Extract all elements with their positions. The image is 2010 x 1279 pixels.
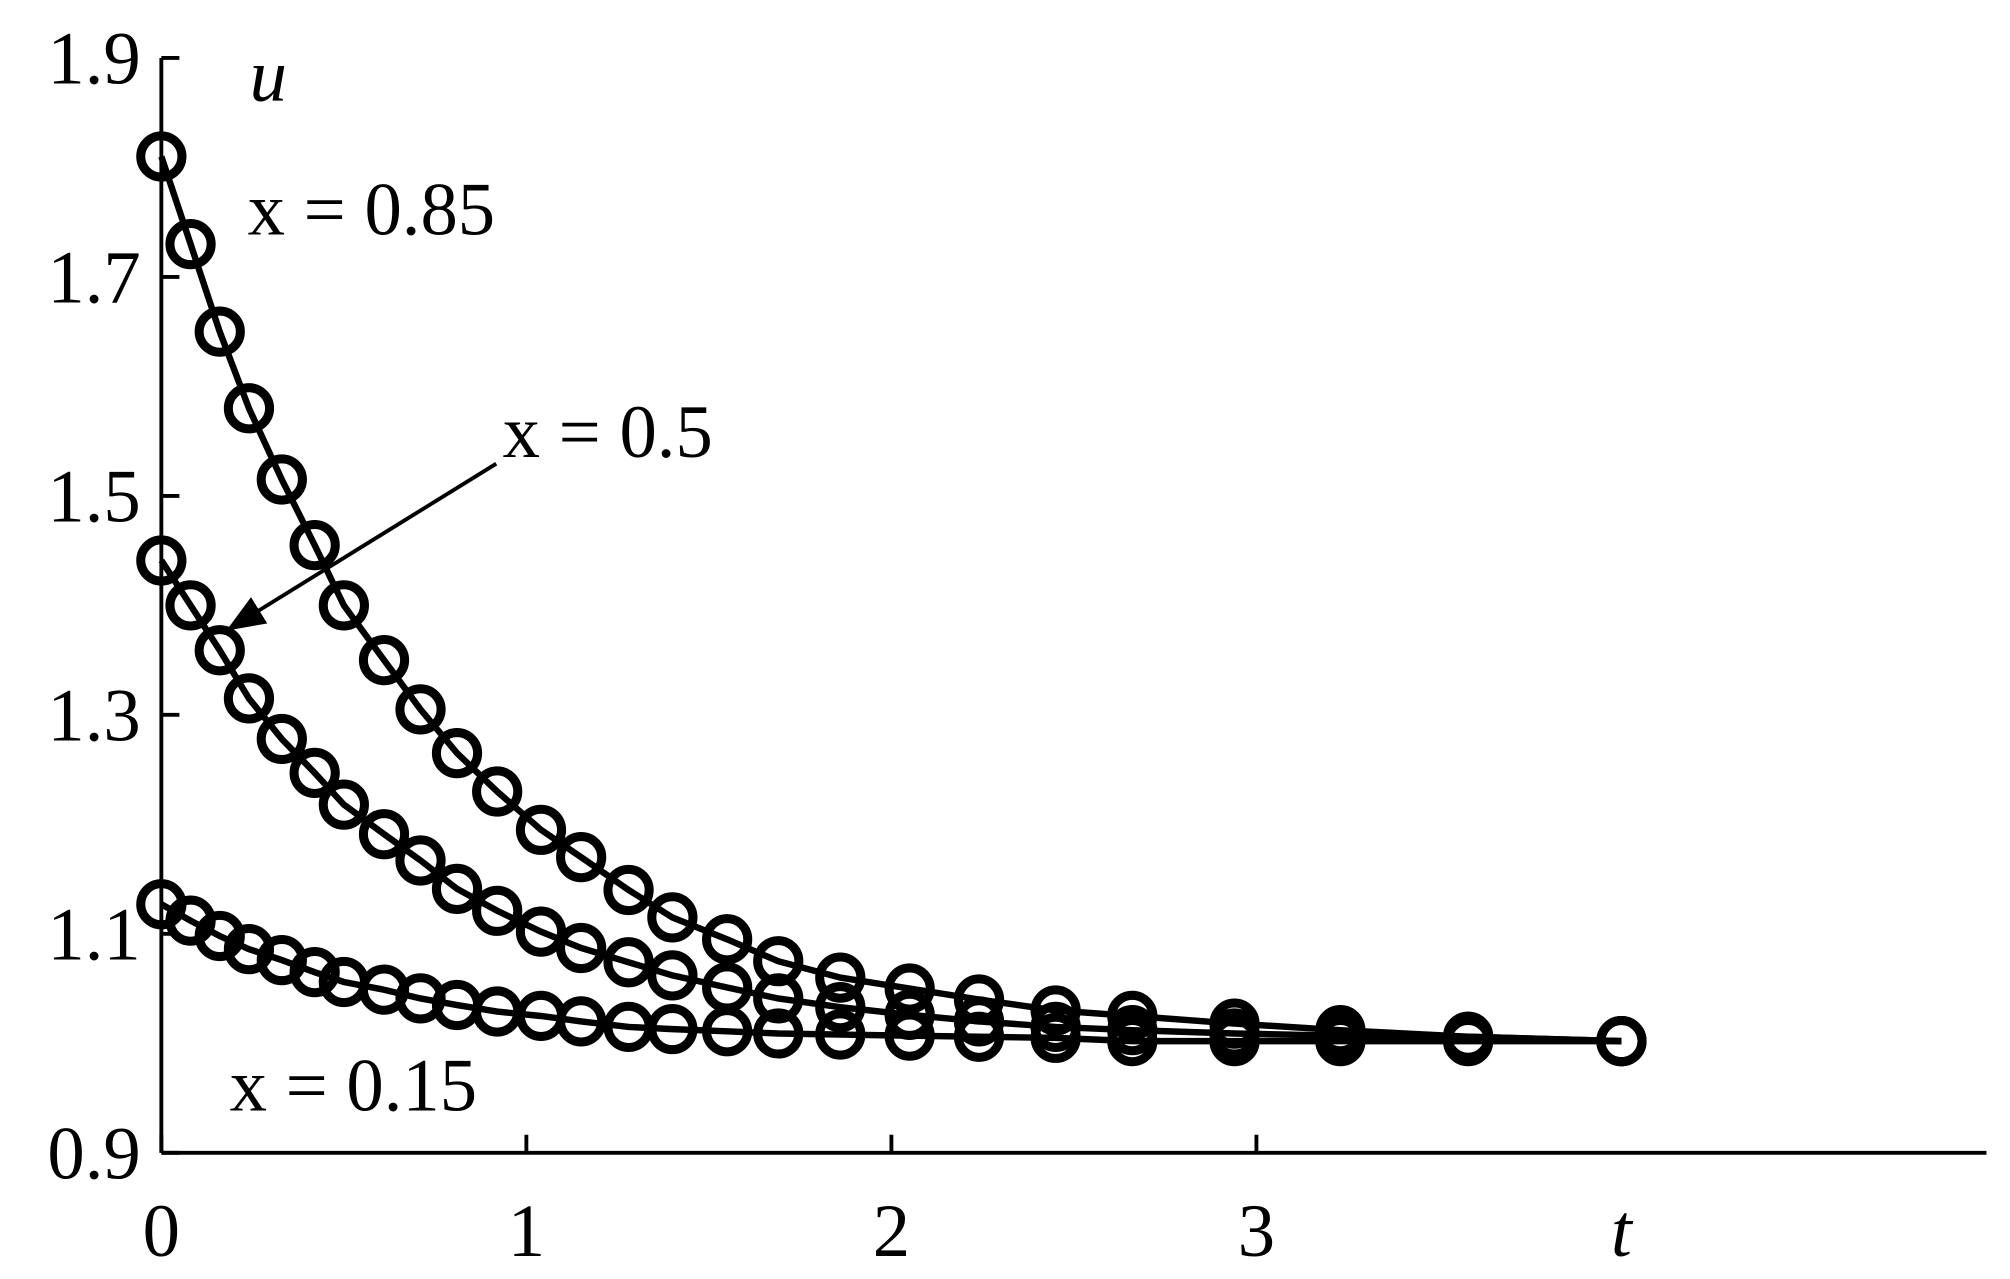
y-tick-label: 1.5: [47, 456, 140, 539]
y-tick-label: 1.3: [47, 675, 140, 758]
data-point: [647, 1003, 698, 1055]
data-point: [136, 131, 187, 182]
data-point: [1107, 1015, 1158, 1067]
data-point: [395, 835, 446, 886]
data-point: [318, 580, 369, 631]
data-point: [289, 520, 340, 571]
data-point: [1209, 1015, 1260, 1067]
y-tick-label: 0.9: [47, 1113, 140, 1196]
data-point: [472, 766, 523, 817]
data-point: [358, 634, 410, 686]
data-point: [884, 963, 935, 1014]
x-tick-label: 2: [873, 1190, 910, 1273]
data-point: [815, 1009, 866, 1060]
data-point: [603, 937, 654, 988]
data-point: [753, 973, 804, 1024]
data-point: [194, 306, 245, 357]
x-tick-label: 3: [1238, 1190, 1275, 1273]
data-point: [953, 996, 1005, 1047]
data-point: [289, 747, 340, 798]
data-point: [165, 218, 216, 270]
series-label: x = 0.85: [248, 168, 496, 251]
series-label: x = 0.15: [230, 1044, 478, 1127]
data-point: [431, 728, 483, 779]
data-point: [194, 910, 245, 962]
data-point: [1315, 1015, 1366, 1067]
data-point: [647, 950, 698, 1001]
data-point: [318, 779, 369, 830]
data-point: [953, 1011, 1005, 1062]
data-point: [1596, 1015, 1647, 1067]
data-point: [223, 383, 275, 434]
x-axis-label: t: [1611, 1190, 1634, 1273]
data-point: [603, 864, 654, 916]
data-point: [472, 885, 523, 936]
data-point: [556, 996, 607, 1047]
data-point: [256, 713, 307, 765]
data-point: [647, 892, 698, 943]
y-axis-label: u: [250, 34, 287, 117]
data-point: [515, 906, 567, 957]
data-point: [395, 684, 446, 735]
data-point: [289, 947, 340, 998]
data-point: [702, 1006, 753, 1057]
data-point: [256, 454, 307, 505]
series-label: x = 0.5: [503, 391, 713, 474]
series-line: [158, 155, 1622, 1045]
data-point: [815, 952, 866, 1003]
data-point: [165, 580, 216, 631]
data-point: [194, 625, 245, 676]
data-point: [815, 982, 866, 1033]
annotation-arrow: [226, 462, 498, 631]
data-point: [1030, 1012, 1081, 1063]
data-point: [556, 922, 607, 974]
x-tick-label: 1: [508, 1190, 545, 1273]
y-tick-label: 1.1: [47, 894, 140, 977]
y-tick-label: 1.9: [47, 18, 140, 101]
data-point: [358, 809, 410, 860]
data-point: [431, 863, 483, 915]
data-point: [884, 1010, 935, 1061]
y-tick-label: 1.7: [47, 237, 140, 320]
data-point: [1030, 985, 1081, 1036]
data-point: [136, 535, 187, 586]
data-point: [556, 832, 607, 883]
x-tick-label: 0: [143, 1190, 180, 1273]
data-point: [223, 673, 275, 724]
data-point: [702, 914, 753, 965]
data-point: [1443, 1015, 1494, 1067]
data-point: [515, 804, 567, 855]
data-point: [753, 1008, 804, 1059]
